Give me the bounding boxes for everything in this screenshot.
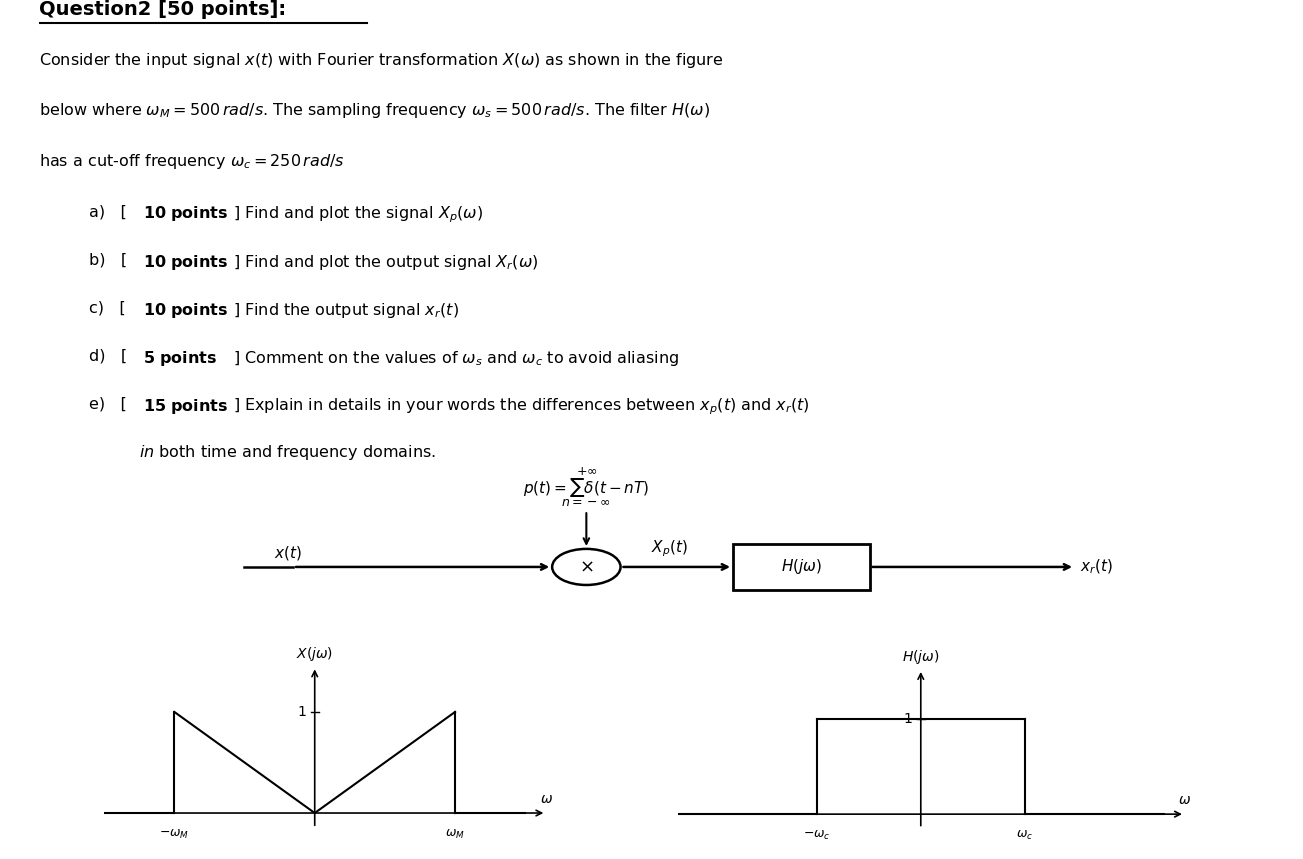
Text: $n = -\infty$: $n = -\infty$ [562, 496, 611, 509]
Text: $\omega_M$: $\omega_M$ [446, 828, 465, 841]
Text: $-\omega_c$: $-\omega_c$ [803, 828, 830, 842]
Text: $p(t) = \sum \delta(t - nT)$: $p(t) = \sum \delta(t - nT)$ [523, 476, 650, 498]
Text: ] Find and plot the output signal $X_r(\omega)$: ] Find and plot the output signal $X_r(\… [233, 253, 538, 271]
Bar [732, 544, 870, 590]
Text: $\omega$: $\omega$ [539, 792, 552, 806]
Text: ] Find and plot the signal $X_p(\omega)$: ] Find and plot the signal $X_p(\omega)$ [233, 204, 483, 225]
Text: below where $\omega_M = 500\,rad/s$. The sampling frequency $\omega_s = 500\,rad: below where $\omega_M = 500\,rad/s$. The… [39, 101, 710, 120]
Text: c)   [: c) [ [89, 301, 126, 315]
Text: $-\omega_M$: $-\omega_M$ [159, 828, 189, 841]
Text: $H(j\omega)$: $H(j\omega)$ [780, 557, 822, 576]
Text: a)   [: a) [ [89, 204, 126, 219]
Text: $\mathbf{5\ points}$: $\mathbf{5\ points}$ [143, 349, 218, 368]
Text: $\omega$: $\omega$ [1178, 794, 1191, 807]
Text: $\mathbf{10\ points}$: $\mathbf{10\ points}$ [143, 253, 228, 271]
Text: $1$: $1$ [297, 705, 306, 719]
Text: $x(t)$: $x(t)$ [274, 544, 301, 562]
Text: d)   [: d) [ [89, 349, 128, 363]
Text: $\omega_c$: $\omega_c$ [1016, 828, 1033, 842]
Text: $\mathit{in}$ both time and frequency domains.: $\mathit{in}$ both time and frequency do… [139, 442, 437, 461]
Text: $1$: $1$ [903, 712, 912, 726]
Text: ] Comment on the values of $\omega_s$ and $\omega_c$ to avoid aliasing: ] Comment on the values of $\omega_s$ an… [233, 349, 679, 368]
Text: ] Explain in details in your words the differences between $x_p(t)$ and $x_r(t)$: ] Explain in details in your words the d… [233, 397, 809, 417]
Text: $+\infty$: $+\infty$ [576, 465, 597, 478]
Text: $H(j\omega)$: $H(j\omega)$ [902, 649, 939, 667]
Text: $X_p(t)$: $X_p(t)$ [652, 539, 688, 559]
Text: has a cut-off frequency $\omega_c = 250\,rad/s$: has a cut-off frequency $\omega_c = 250\… [39, 151, 345, 171]
Text: ] Find the output signal $x_r(t)$: ] Find the output signal $x_r(t)$ [233, 301, 459, 320]
Text: Consider the input signal $x(t)$ with Fourier transformation $X(\omega)$ as show: Consider the input signal $x(t)$ with Fo… [39, 51, 723, 70]
Text: b)   [: b) [ [89, 253, 128, 267]
Text: $\mathbf{10\ points}$: $\mathbf{10\ points}$ [143, 204, 228, 223]
Text: $X(j\omega)$: $X(j\omega)$ [296, 645, 334, 663]
Text: $\mathbf{15\ points}$: $\mathbf{15\ points}$ [143, 397, 228, 416]
Text: Question2 [50 points]:: Question2 [50 points]: [39, 0, 287, 19]
Text: e)   [: e) [ [89, 397, 126, 411]
Text: $x_r(t)$: $x_r(t)$ [1080, 557, 1113, 576]
Text: $\times$: $\times$ [579, 558, 594, 576]
Text: $\mathbf{10\ points}$: $\mathbf{10\ points}$ [143, 301, 228, 320]
